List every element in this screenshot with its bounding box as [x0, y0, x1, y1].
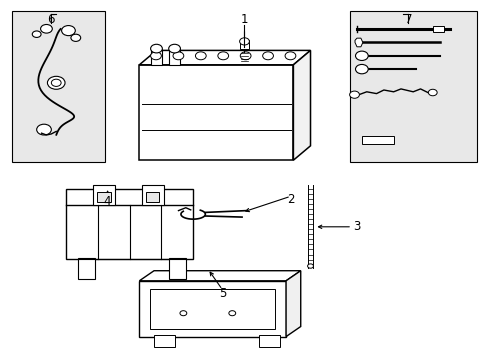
Bar: [349, 11, 476, 162]
Text: 3: 3: [352, 220, 360, 233]
Circle shape: [218, 52, 228, 60]
Text: 1: 1: [240, 13, 248, 26]
Bar: [139, 65, 293, 160]
Bar: [259, 335, 279, 347]
Circle shape: [355, 51, 367, 60]
Text: 7: 7: [404, 13, 411, 26]
Bar: [361, 136, 393, 144]
Polygon shape: [354, 38, 362, 47]
Text: 5: 5: [218, 287, 226, 300]
Bar: [12, 11, 105, 162]
Text: 4: 4: [103, 195, 111, 208]
Circle shape: [240, 52, 250, 60]
Circle shape: [32, 31, 41, 37]
Bar: [168, 258, 185, 279]
Bar: [97, 192, 110, 202]
Circle shape: [349, 91, 359, 98]
Circle shape: [262, 52, 273, 60]
Circle shape: [427, 89, 436, 96]
Circle shape: [239, 38, 249, 45]
Circle shape: [285, 52, 295, 60]
Circle shape: [150, 44, 162, 53]
Text: 6: 6: [47, 13, 55, 26]
Circle shape: [37, 124, 51, 135]
Circle shape: [51, 79, 61, 86]
Bar: [93, 185, 115, 205]
Bar: [142, 185, 163, 205]
Circle shape: [41, 24, 52, 33]
Polygon shape: [139, 271, 300, 281]
Bar: [66, 189, 193, 259]
Circle shape: [180, 311, 186, 316]
Text: 2: 2: [286, 193, 294, 206]
Bar: [307, 185, 313, 268]
Polygon shape: [285, 271, 300, 337]
Circle shape: [228, 311, 235, 316]
Circle shape: [173, 52, 183, 60]
Circle shape: [168, 44, 180, 53]
Bar: [154, 335, 174, 347]
Polygon shape: [139, 50, 310, 65]
Circle shape: [47, 76, 65, 89]
Bar: [145, 192, 159, 202]
Circle shape: [71, 34, 81, 41]
Bar: [432, 26, 443, 32]
Circle shape: [150, 52, 161, 60]
Bar: [78, 258, 95, 279]
Bar: [150, 289, 275, 329]
Bar: [150, 49, 162, 65]
Bar: [168, 49, 180, 65]
Circle shape: [61, 26, 75, 36]
Bar: [139, 281, 285, 337]
Circle shape: [307, 264, 313, 268]
Circle shape: [195, 52, 206, 60]
Polygon shape: [293, 50, 310, 160]
Bar: [239, 40, 249, 49]
Circle shape: [355, 64, 367, 74]
